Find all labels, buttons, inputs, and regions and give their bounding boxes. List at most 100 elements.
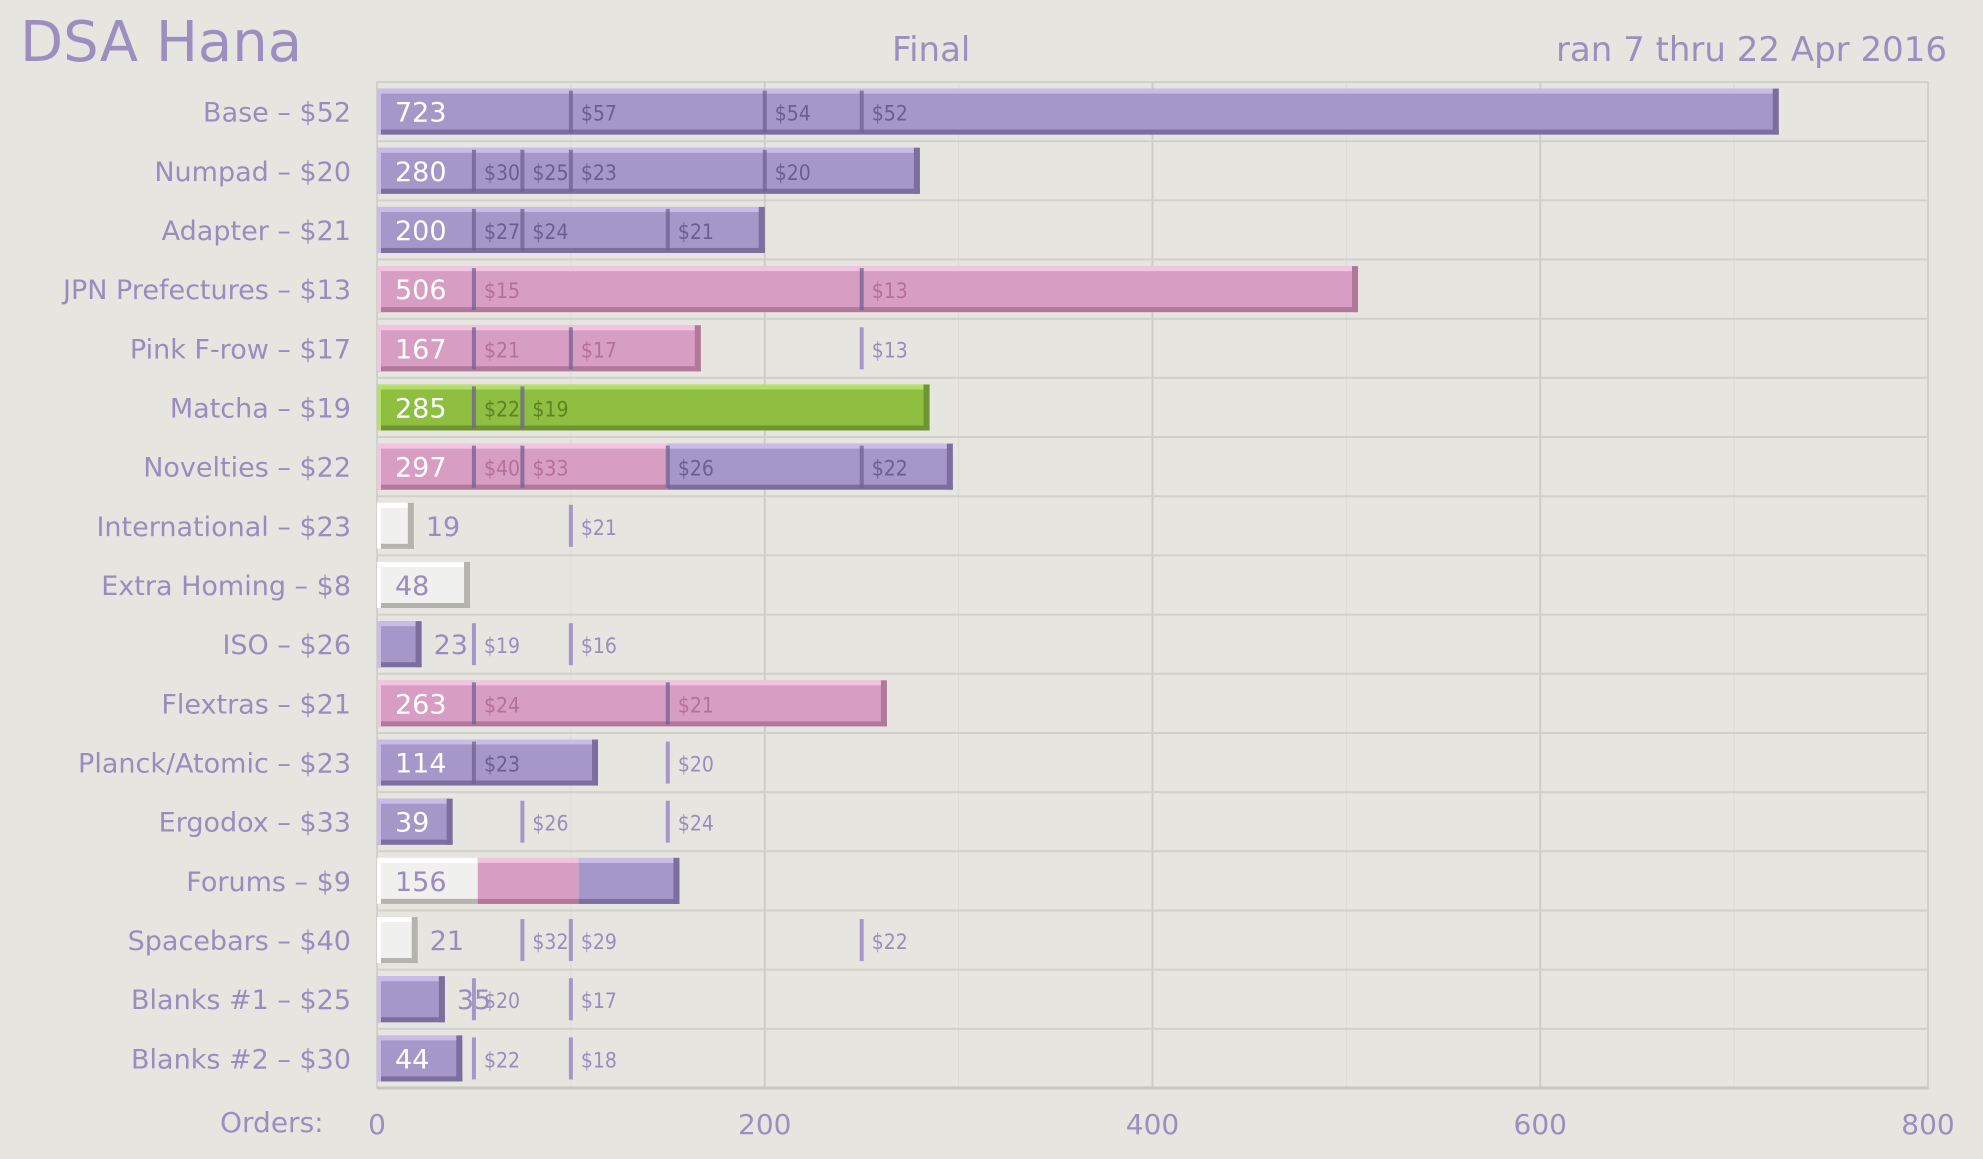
bar-segment-bottom [377, 1076, 463, 1082]
price-marker [568, 978, 573, 1021]
bar-segment-right [407, 502, 414, 549]
bar-segment-bottom [377, 307, 1359, 313]
bar-value-label: 156 [395, 867, 447, 898]
bar-segment-bottom [377, 247, 765, 253]
bar-segment-bottom [377, 425, 930, 431]
bar-value-label: 48 [395, 571, 429, 602]
bar-segment-top [578, 857, 680, 863]
bar-segment-bottom [377, 603, 471, 608]
bar-segment [377, 739, 599, 786]
category-label: Novelties – $22 [143, 453, 351, 484]
price-marker-label: $22 [484, 1048, 520, 1072]
price-marker-label: $32 [532, 930, 568, 954]
bar-segment-left [377, 798, 381, 845]
date-range: ran 7 thru 22 Apr 2016 [1555, 30, 1947, 70]
bar-segment [578, 857, 680, 904]
bar-segment-top [477, 857, 579, 863]
price-marker [762, 149, 767, 192]
bar-segment-right [438, 976, 445, 1023]
bar-value-label: 200 [395, 216, 447, 247]
price-marker-label: $21 [581, 516, 617, 540]
bar-segment [377, 206, 765, 253]
price-marker-label: $13 [872, 338, 908, 362]
price-marker-label: $23 [484, 753, 520, 777]
bar-segment-bottom [377, 129, 1779, 135]
bar-segment-left [377, 443, 381, 490]
bar-segment [377, 857, 478, 904]
bar-segment [377, 266, 1359, 313]
bar-segment [377, 88, 1779, 135]
price-marker-label: $33 [532, 457, 568, 481]
bar-value-label: 39 [395, 808, 429, 839]
bar-value-label: 167 [395, 334, 447, 365]
category-label: ISO – $26 [222, 630, 351, 661]
bar-segment-left [377, 502, 381, 549]
bar-segment [377, 502, 414, 549]
price-marker-label: $16 [581, 634, 617, 658]
price-marker-label: $30 [484, 161, 520, 185]
category-label: Flextras – $21 [161, 689, 351, 720]
bar-segment-left [377, 147, 381, 194]
price-marker-label: $20 [775, 161, 811, 185]
bar-value-label: 297 [395, 453, 447, 484]
bar-segment-left [377, 562, 381, 608]
bar-value-label: 19 [426, 512, 460, 543]
price-marker [568, 149, 573, 192]
price-marker [665, 682, 670, 725]
bar-segment-top [377, 562, 471, 567]
bar-segment [377, 680, 887, 727]
bar-segment-left [377, 266, 381, 313]
category-label: Numpad – $20 [154, 157, 351, 188]
bar-segment-top [377, 325, 701, 331]
bar-value-label: 723 [395, 98, 447, 129]
x-tick-label: 800 [1901, 1108, 1954, 1141]
x-tick-label: 400 [1126, 1108, 1179, 1141]
price-marker [859, 919, 864, 962]
price-marker [859, 90, 864, 133]
bar-segment-top [377, 680, 887, 686]
bar-segment-left [377, 325, 381, 372]
price-marker [520, 445, 525, 488]
price-marker-label: $52 [872, 102, 908, 126]
bar-segment-bottom [667, 484, 953, 490]
bar-segment [377, 1035, 463, 1082]
bar-segment [377, 562, 471, 608]
bar-segment-top [377, 621, 422, 627]
chart-subtitle: Final [892, 30, 971, 70]
bar-segment-right [464, 562, 471, 608]
bar-segment-right [946, 443, 953, 490]
price-marker [568, 623, 573, 666]
price-marker [471, 208, 476, 251]
bar-segment-left [377, 621, 381, 668]
price-marker [568, 90, 573, 133]
bar-segment-bottom [377, 188, 920, 194]
bar-segment-top [377, 857, 478, 863]
bar-segment-top [377, 739, 599, 745]
price-marker-label: $17 [581, 989, 617, 1013]
bar-segment [377, 976, 445, 1023]
price-marker-label: $40 [484, 457, 520, 481]
bar-value-label: 506 [395, 275, 447, 306]
price-marker [859, 327, 864, 370]
bar-segment-bottom [578, 898, 680, 904]
bar-segment-top [667, 443, 953, 449]
price-marker-label: $21 [484, 338, 520, 362]
category-label: Pink F-row – $17 [130, 334, 351, 365]
bar-value-label: 280 [395, 157, 447, 188]
bar-segment [477, 857, 579, 904]
price-marker [471, 623, 476, 666]
bar-segment-right [673, 857, 680, 904]
price-marker-label: $19 [484, 634, 520, 658]
price-marker-label: $19 [532, 397, 568, 421]
price-marker [471, 682, 476, 725]
price-marker-label: $24 [678, 812, 714, 836]
price-marker [568, 504, 573, 547]
chart-title: DSA Hana [20, 10, 303, 75]
bar-segment-bottom [477, 898, 579, 904]
bar-segment-left [377, 680, 381, 727]
price-marker-label: $57 [581, 102, 617, 126]
bar-value-label: 114 [395, 749, 447, 780]
bar-segment [377, 621, 422, 668]
bar-segment-top [377, 266, 1359, 272]
